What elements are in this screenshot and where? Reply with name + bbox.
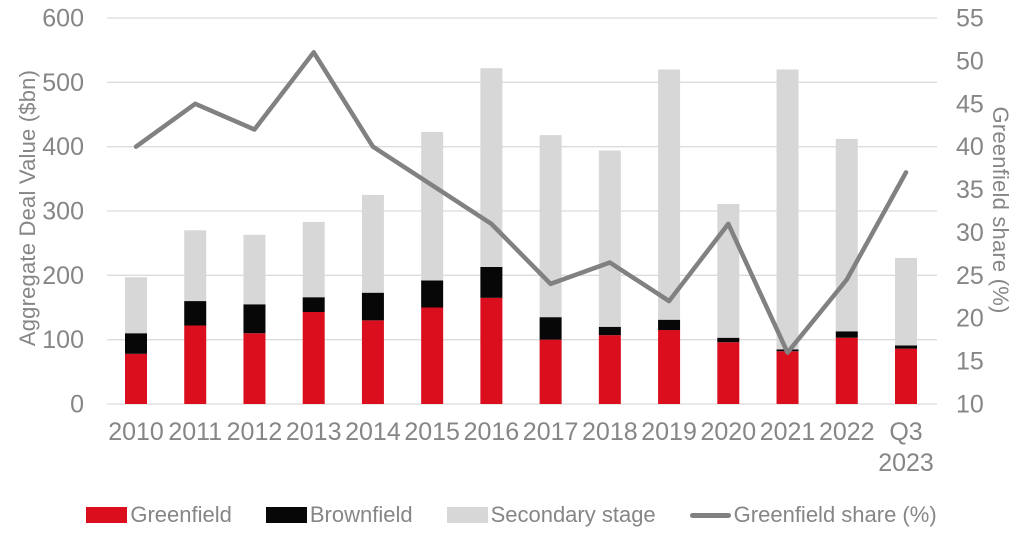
bar-brownfield-2020 [717, 337, 740, 343]
bar-greenfield-2010 [125, 353, 147, 404]
left-tick-300: 300 [42, 198, 84, 226]
right-tick-10: 10 [956, 391, 984, 419]
x-label-2018: 2018 [582, 418, 638, 446]
bar-brownfield-2014 [361, 292, 384, 321]
x-label-2010: 2010 [108, 418, 164, 446]
x-label-2020: 2020 [700, 418, 756, 446]
bar-secondary-stage-2015 [421, 131, 444, 281]
bar-greenfield-2021 [776, 351, 799, 404]
left-tick-500: 500 [42, 69, 84, 97]
right-tick-25: 25 [956, 262, 984, 290]
brownfield-swatch [265, 507, 307, 523]
x-label-Q3-2023: Q3 2023 [878, 418, 934, 477]
right-tick-30: 30 [956, 219, 984, 247]
bar-brownfield-Q3-2023 [895, 345, 917, 349]
bar-secondary-stage-2022 [835, 138, 858, 332]
x-label-2013: 2013 [286, 418, 342, 446]
bar-greenfield-2012 [243, 333, 266, 404]
right-tick-15: 15 [956, 348, 984, 376]
left-axis-title: Aggregate Deal Value ($bn) [15, 69, 40, 347]
bar-greenfield-2019 [658, 330, 681, 404]
right-tick-45: 45 [956, 90, 984, 118]
bar-brownfield-2010 [125, 333, 147, 354]
legend-label-greenfield: Greenfield [130, 502, 232, 527]
right-tick-35: 35 [956, 176, 984, 204]
legend-label-greenfield-share: Greenfield share (%) [733, 502, 937, 527]
bar-brownfield-2013 [302, 297, 325, 313]
x-label-2016: 2016 [464, 418, 520, 446]
x-label-2017: 2017 [523, 418, 579, 446]
bar-greenfield-2016 [480, 297, 503, 404]
bar-greenfield-2015 [421, 307, 444, 404]
bar-brownfield-2018 [598, 326, 621, 336]
bar-greenfield-2018 [598, 335, 621, 404]
bar-brownfield-2019 [658, 319, 681, 331]
legend-label-brownfield: Brownfield [309, 502, 413, 527]
bar-brownfield-2022 [835, 331, 858, 338]
bar-greenfield-2017 [539, 339, 562, 404]
bar-brownfield-2017 [539, 317, 562, 340]
bar-greenfield-2013 [302, 312, 325, 404]
greenfield-share-line [133, 50, 909, 355]
x-label-2022: 2022 [819, 418, 875, 446]
x-label-2014: 2014 [345, 418, 401, 446]
legend-item-greenfield-share: Greenfield share (%) [689, 502, 937, 528]
bar-brownfield-2012 [243, 304, 266, 334]
bar-greenfield-2014 [361, 320, 384, 404]
legend-label-secondary-stage: Secondary stage [490, 502, 656, 527]
left-tick-400: 400 [42, 133, 84, 161]
bar-secondary-stage-2016 [480, 68, 503, 267]
legend: Greenfield Brownfield Secondary stage Gr… [0, 502, 1023, 528]
legend-item-greenfield: Greenfield [86, 502, 232, 528]
bar-secondary-stage-2019 [658, 69, 681, 320]
greenfield-share-line-swatch [689, 512, 731, 518]
left-tick-0: 0 [70, 391, 84, 419]
bar-greenfield-2020 [717, 342, 740, 404]
bar-secondary-stage-2021 [776, 69, 799, 350]
secondary-stage-swatch [446, 507, 488, 523]
x-label-2019: 2019 [641, 418, 697, 446]
left-tick-600: 600 [42, 5, 84, 33]
legend-item-brownfield: Brownfield [265, 502, 413, 528]
bar-secondary-stage-2013 [302, 221, 325, 298]
right-tick-50: 50 [956, 47, 984, 75]
right-tick-20: 20 [956, 305, 984, 333]
bar-secondary-stage-2010 [125, 277, 147, 334]
bar-secondary-stage-2014 [361, 194, 384, 293]
bar-secondary-stage-2012 [243, 234, 266, 305]
x-label-2012: 2012 [227, 418, 283, 446]
bar-brownfield-2015 [421, 280, 444, 308]
right-tick-40: 40 [956, 133, 984, 161]
x-label-2021: 2021 [760, 418, 816, 446]
right-axis-title: Greenfield share (%) [988, 106, 1013, 314]
bar-greenfield-2022 [835, 337, 858, 404]
greenfield-swatch [86, 507, 128, 523]
bar-greenfield-Q3-2023 [895, 348, 917, 404]
bar-secondary-stage-2018 [598, 150, 621, 327]
bar-greenfield-2011 [184, 325, 207, 404]
bar-secondary-stage-2011 [184, 230, 207, 302]
legend-item-secondary-stage: Secondary stage [446, 502, 656, 528]
bar-brownfield-2016 [480, 266, 503, 298]
right-tick-55: 55 [956, 5, 984, 33]
left-tick-200: 200 [42, 262, 84, 290]
bar-secondary-stage-2017 [539, 135, 562, 318]
bar-secondary-stage-Q3-2023 [895, 257, 917, 346]
left-tick-100: 100 [42, 326, 84, 354]
bar-brownfield-2011 [184, 301, 207, 326]
x-label-2015: 2015 [404, 418, 460, 446]
x-label-2011: 2011 [168, 418, 222, 446]
